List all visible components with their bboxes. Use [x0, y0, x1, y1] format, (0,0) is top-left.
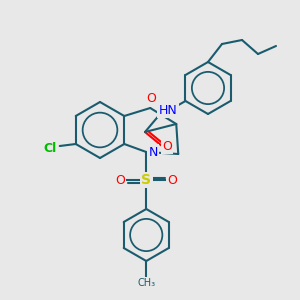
Text: O: O [146, 92, 156, 106]
Text: O: O [167, 173, 177, 187]
Text: O: O [162, 140, 172, 152]
Text: CH₃: CH₃ [137, 278, 155, 288]
Text: N: N [148, 146, 158, 158]
Text: S: S [141, 173, 151, 187]
Text: HN: HN [159, 103, 177, 116]
Text: O: O [115, 173, 125, 187]
Text: Cl: Cl [43, 142, 56, 154]
